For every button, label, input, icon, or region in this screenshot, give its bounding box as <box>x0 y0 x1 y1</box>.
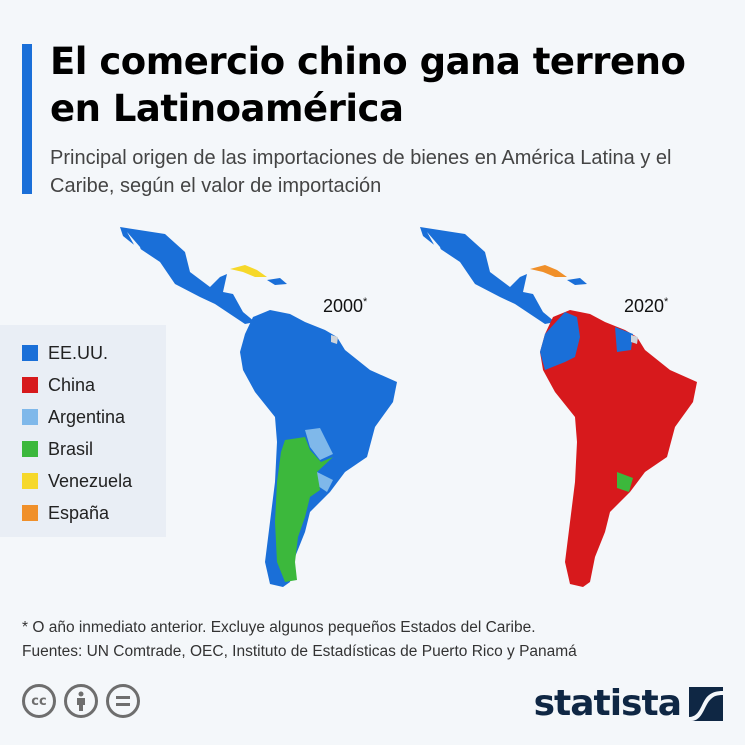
brand-name: statista <box>533 683 682 724</box>
accent-bar <box>22 44 32 194</box>
legend-item-espana: España <box>22 502 109 524</box>
legend-swatch <box>22 377 38 393</box>
no-derivatives-icon[interactable] <box>106 684 140 718</box>
legend-item-china: China <box>22 374 95 396</box>
legend-swatch <box>22 473 38 489</box>
legend-label: Venezuela <box>48 470 133 491</box>
year-label-2000: 2000* <box>323 296 368 316</box>
footnote: * O año inmediato anterior. Excluye algu… <box>22 616 577 664</box>
year-label-2020: 2020* <box>624 296 669 316</box>
legend-swatch <box>22 409 38 425</box>
page-subtitle: Principal origen de las importaciones de… <box>50 147 672 197</box>
legend-label: EE.UU. <box>48 342 109 363</box>
legend-item-brasil: Brasil <box>22 438 93 460</box>
statista-logo[interactable]: statista <box>534 684 723 724</box>
legend-item-venezuela: Venezuela <box>22 470 132 492</box>
footnote-note: * O año inmediato anterior. Excluye algu… <box>22 619 536 636</box>
page-title: El comercio chino gana terreno en Latino… <box>50 40 686 130</box>
statista-mark-icon <box>689 687 723 721</box>
legend-swatch <box>22 345 38 361</box>
license-icons: cc <box>22 684 140 718</box>
map-2000 <box>120 227 397 587</box>
legend-label: Argentina <box>48 406 126 427</box>
legend-item-eeuu: EE.UU. <box>22 342 108 364</box>
legend-swatch <box>22 441 38 457</box>
legend-label: España <box>48 502 110 523</box>
legend-item-argentina: Argentina <box>22 406 125 428</box>
legend-label: China <box>48 374 96 395</box>
attribution-icon[interactable] <box>64 684 98 718</box>
cc-icon[interactable]: cc <box>22 684 56 718</box>
footnote-sources: Fuentes: UN Comtrade, OEC, Instituto de … <box>22 643 577 660</box>
map-2020 <box>420 227 697 587</box>
legend-label: Brasil <box>48 438 94 459</box>
legend: EE.UU. China Argentina Brasil Venezuela … <box>0 325 166 537</box>
legend-swatch <box>22 505 38 521</box>
